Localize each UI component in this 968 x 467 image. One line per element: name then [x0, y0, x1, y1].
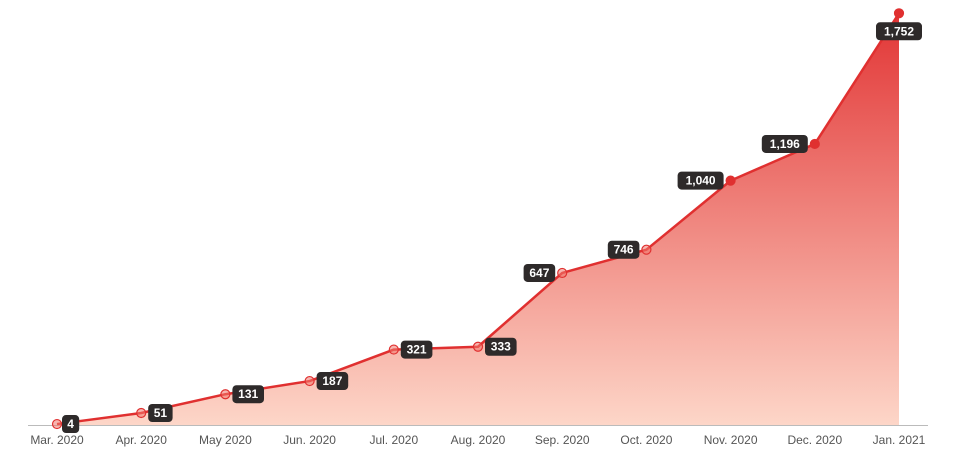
data-label-text: 131	[238, 387, 258, 401]
data-label-box	[523, 263, 556, 282]
data-label: 131	[232, 385, 264, 404]
x-tick-label: Oct. 2020	[620, 433, 672, 447]
x-tick-label: Apr. 2020	[116, 433, 168, 447]
data-point[interactable]	[641, 244, 652, 255]
data-point[interactable]	[809, 138, 820, 150]
data-label-box	[607, 240, 640, 259]
x-tick-label: May 2020	[199, 433, 252, 447]
data-label: 333	[485, 337, 517, 356]
data-label-text: 333	[491, 340, 511, 354]
data-point[interactable]	[893, 8, 905, 19]
data-label-layer: 4 51 131 187 321 333 647 746 1,040 1,196 1,752	[62, 22, 922, 434]
data-label-text: 1,040	[686, 174, 716, 188]
data-point[interactable]	[220, 389, 231, 400]
data-label-box	[148, 404, 173, 423]
data-label-box	[316, 372, 349, 391]
data-point[interactable]	[557, 267, 568, 279]
data-label: 1,040	[677, 171, 724, 190]
data-label-text: 51	[154, 406, 168, 420]
x-tick-label: Jan. 2021	[873, 433, 926, 447]
x-tick-label: Jun. 2020	[283, 433, 336, 447]
data-label-box	[876, 22, 922, 41]
x-tick-label: Aug. 2020	[451, 433, 506, 447]
data-label-text: 321	[407, 343, 427, 357]
data-point[interactable]	[304, 375, 315, 387]
data-label-box	[485, 337, 517, 356]
data-label-text: 187	[322, 374, 342, 388]
x-axis: Mar. 2020 Apr. 2020 May 2020 Jun. 2020 Jul. …	[28, 425, 928, 447]
data-point[interactable]	[51, 418, 63, 430]
data-label-box	[232, 385, 264, 404]
area-fill	[57, 13, 899, 426]
data-label: 647	[523, 263, 556, 282]
data-label-box	[400, 340, 433, 359]
data-label: 187	[316, 372, 349, 391]
data-label-text: 1,196	[770, 137, 800, 151]
data-label-text: 746	[614, 243, 634, 257]
data-point[interactable]	[388, 344, 399, 355]
data-label-box	[761, 134, 808, 153]
x-tick-label: Sep. 2020	[535, 433, 590, 447]
data-label-text: 647	[529, 266, 549, 280]
data-label-text: 4	[67, 417, 74, 431]
data-label: 4	[62, 415, 80, 434]
data-point[interactable]	[472, 341, 484, 352]
data-label-box	[677, 171, 724, 190]
data-label: 1,196	[761, 134, 808, 153]
data-label-text: 1,752	[884, 24, 914, 38]
x-tick-label: Nov. 2020	[704, 433, 758, 447]
data-label: 1,752	[876, 22, 922, 41]
data-point[interactable]	[136, 407, 147, 419]
x-tick-label: Dec. 2020	[787, 433, 842, 447]
point-layer	[51, 8, 905, 430]
data-label: 746	[607, 240, 640, 259]
x-tick-label: Jul. 2020	[369, 433, 418, 447]
data-label: 51	[148, 404, 173, 423]
data-point[interactable]	[725, 175, 736, 186]
x-tick-label: Mar. 2020	[30, 433, 84, 447]
area-layer	[57, 13, 899, 426]
data-label-box	[62, 415, 80, 434]
data-label: 321	[400, 340, 433, 359]
